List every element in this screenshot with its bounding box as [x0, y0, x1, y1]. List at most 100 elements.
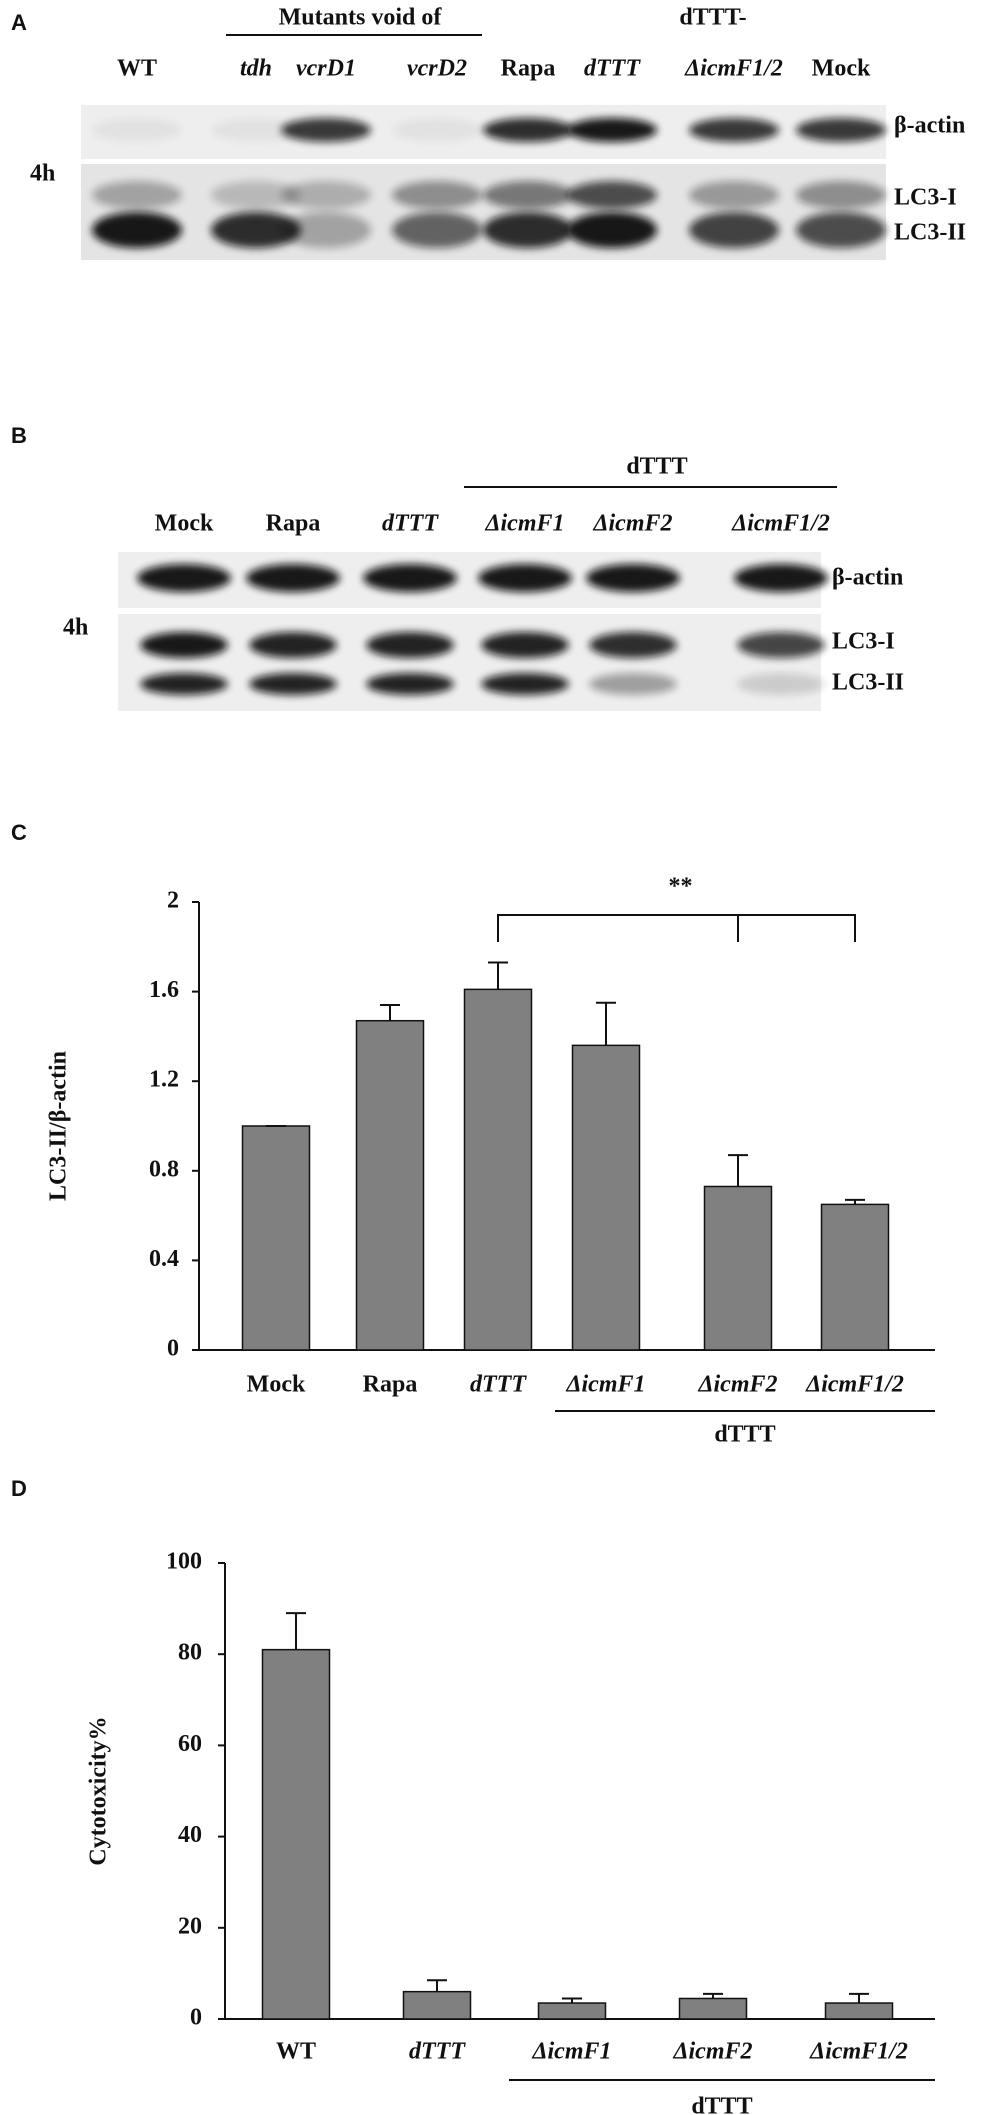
- x-tick-label: ΔicmF1: [531, 2039, 611, 2065]
- lane-label: ΔicmF2: [592, 511, 672, 537]
- band: [211, 181, 301, 209]
- x-tick-label: ΔicmF1/2: [809, 2039, 908, 2065]
- bar: [402, 1990, 472, 2020]
- x-tick-label: dTTT: [470, 1372, 527, 1398]
- group-label: Mutants void of: [279, 5, 443, 31]
- band: [483, 212, 573, 248]
- y-tick-label: 20: [178, 1913, 202, 1939]
- band: [567, 212, 657, 248]
- band: [211, 118, 301, 142]
- band: [689, 212, 779, 248]
- band: [567, 181, 657, 209]
- error-bar: [427, 1979, 447, 1992]
- band: [246, 564, 340, 592]
- lane-label: Mock: [155, 511, 214, 537]
- band-label: LC3-I: [894, 185, 957, 211]
- error-bar: [488, 961, 508, 990]
- error-bar: [849, 1992, 869, 2004]
- group-label: dTTT-: [679, 5, 746, 31]
- x-tick-label: ΔicmF1: [565, 1372, 645, 1398]
- lane-label: Rapa: [501, 56, 556, 82]
- y-axis-label: Cytotoxicity%: [86, 1716, 112, 1865]
- band: [796, 212, 886, 248]
- x-tick-label: WT: [276, 2039, 316, 2065]
- time-label: 4h: [30, 161, 55, 187]
- bar: [678, 1997, 748, 2020]
- band: [737, 673, 825, 695]
- band: [586, 564, 680, 592]
- band: [483, 181, 573, 209]
- band-label: LC3-I: [832, 629, 895, 655]
- lane-label: Mock: [812, 56, 871, 82]
- panel-letter: A: [11, 10, 27, 35]
- y-tick-label: 1.6: [149, 977, 179, 1003]
- lane-label: ΔicmF1/2: [731, 511, 830, 537]
- y-tick-label: 40: [178, 1822, 202, 1848]
- x-tick-label: ΔicmF2: [697, 1372, 777, 1398]
- lane-label: Rapa: [266, 511, 321, 537]
- error-bar: [562, 1997, 582, 2004]
- time-label: 4h: [63, 615, 88, 641]
- bar: [241, 1125, 311, 1351]
- panel-letter: D: [11, 1476, 27, 1501]
- y-tick-label: 0.4: [149, 1246, 179, 1272]
- bar: [703, 1185, 773, 1351]
- band: [392, 212, 482, 248]
- band: [137, 564, 231, 592]
- y-tick-label: 100: [166, 1549, 202, 1575]
- band: [363, 564, 457, 592]
- blot: [81, 164, 886, 260]
- band: [366, 632, 454, 658]
- lane-label: dTTT: [584, 56, 641, 82]
- band-label: LC3-II: [894, 220, 966, 246]
- bar: [261, 1648, 331, 2020]
- band-label: β-actin: [894, 113, 965, 139]
- lane-label: ΔicmF1/2: [684, 56, 783, 82]
- panel-letter: C: [11, 820, 27, 845]
- group-label: dTTT: [691, 2094, 752, 2115]
- panel-letter: B: [11, 423, 27, 448]
- y-tick-label: 0: [167, 1336, 179, 1362]
- bar: [820, 1203, 890, 1351]
- group-label: dTTT: [626, 454, 687, 480]
- x-tick-label: Mock: [247, 1372, 306, 1398]
- band: [734, 564, 828, 592]
- x-tick-label: Rapa: [363, 1372, 418, 1398]
- band: [92, 181, 182, 209]
- band: [92, 118, 182, 142]
- band: [478, 564, 572, 592]
- bar: [824, 2002, 894, 2020]
- lane-label: vcrD2: [407, 56, 467, 82]
- lane-label: tdh: [240, 56, 272, 82]
- bar: [463, 988, 533, 1351]
- significance-bracket: [497, 914, 856, 942]
- band: [281, 118, 371, 142]
- error-bar: [286, 1612, 306, 1650]
- lane-label: dTTT: [382, 511, 439, 537]
- y-tick-label: 0.8: [149, 1156, 179, 1182]
- y-tick-label: 80: [178, 1640, 202, 1666]
- y-tick-label: 60: [178, 1731, 202, 1757]
- band-label: LC3-II: [832, 670, 904, 696]
- blot: [118, 614, 821, 711]
- annotation: **: [669, 874, 693, 900]
- band-label: β-actin: [832, 565, 903, 591]
- band: [249, 632, 337, 658]
- x-tick-label: ΔicmF2: [672, 2039, 752, 2065]
- band: [392, 118, 482, 142]
- error-bar: [596, 1001, 616, 1046]
- band: [92, 212, 182, 248]
- bar: [571, 1044, 641, 1351]
- y-axis-label: LC3-II/β-actin: [46, 1051, 72, 1201]
- band: [211, 212, 301, 248]
- bar: [355, 1019, 425, 1351]
- x-tick-label: ΔicmF1/2: [805, 1372, 904, 1398]
- error-bar: [703, 1992, 723, 1999]
- band: [689, 181, 779, 209]
- band: [796, 181, 886, 209]
- band: [737, 632, 825, 658]
- lane-label: ΔicmF1: [484, 511, 564, 537]
- band: [481, 632, 569, 658]
- lane-label: WT: [117, 56, 157, 82]
- band: [392, 181, 482, 209]
